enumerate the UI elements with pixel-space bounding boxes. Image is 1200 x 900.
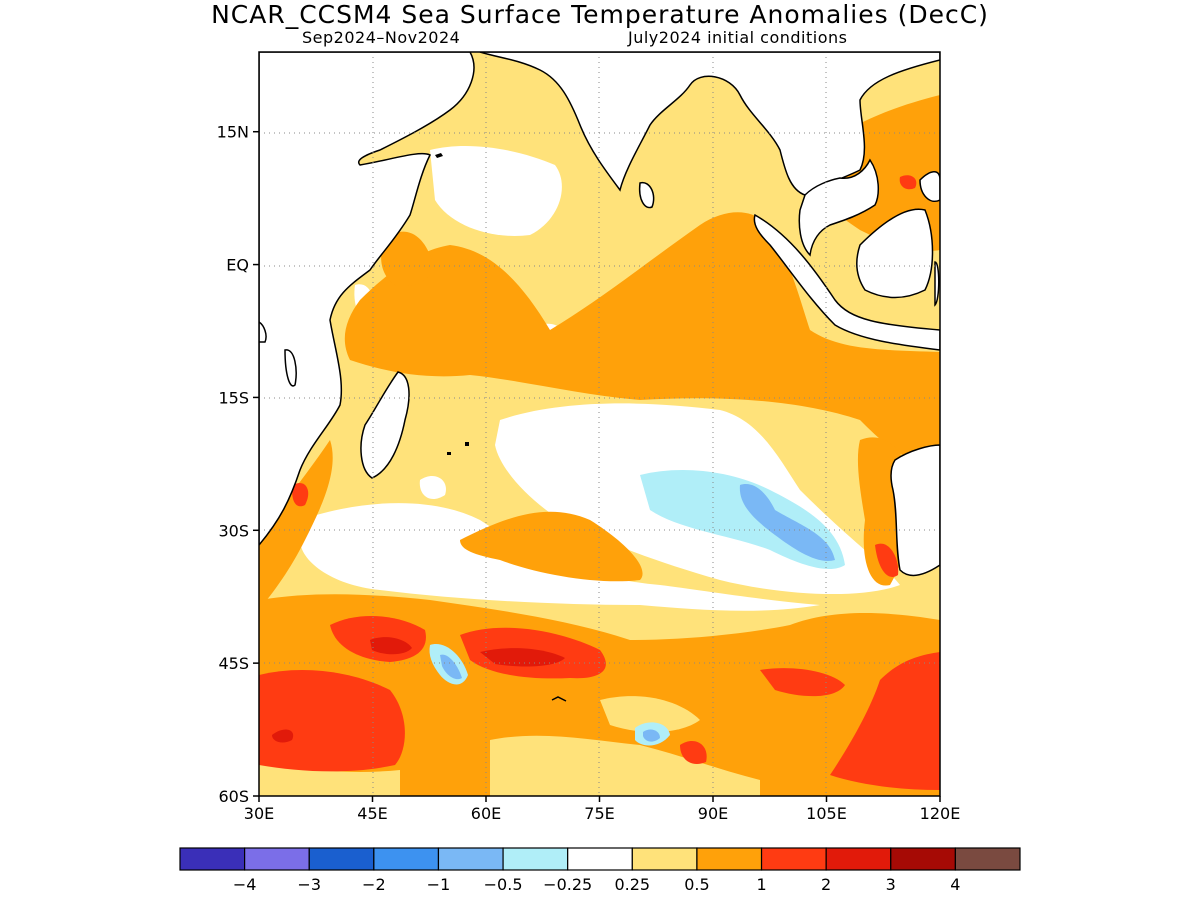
colorbar-swatch xyxy=(502,847,569,871)
lon-tick-label: 60E xyxy=(471,804,501,823)
colorbar-swatch xyxy=(373,847,440,871)
initial-conditions-subtitle: July2024 initial conditions xyxy=(628,28,848,47)
colorbar-swatch xyxy=(696,847,763,871)
orange-band-southern xyxy=(259,594,940,796)
lat-tick-label: 15S xyxy=(218,388,249,407)
lat-tick-label: 15N xyxy=(217,123,249,142)
land-indochina xyxy=(798,158,880,257)
colorbar-swatch xyxy=(437,847,504,871)
colorbar-label: 4 xyxy=(950,875,960,894)
lat-tick-label: 45S xyxy=(218,654,249,673)
colorbar-label: −2 xyxy=(362,875,386,894)
white-region-arabian xyxy=(430,145,562,236)
period-subtitle: Sep2024–Nov2024 xyxy=(302,28,461,47)
land-madagascar xyxy=(360,371,410,479)
lon-tick-label: 30E xyxy=(244,804,274,823)
colorbar-label: 0.25 xyxy=(614,875,650,894)
colorbar-swatch xyxy=(567,847,633,871)
colorbar-label: 3 xyxy=(886,875,896,894)
colorbar-swatch xyxy=(308,847,375,871)
lon-tick-label: 120E xyxy=(920,804,961,823)
colorbar-swatch xyxy=(631,847,698,871)
colorbar-label: −1 xyxy=(427,875,451,894)
colorbar: −4 −3 −2 −1 −0.5 −0.25 0.25 0.5 1 2 3 4 xyxy=(179,847,1021,894)
colorbar-swatch xyxy=(890,847,956,871)
lat-tick-label: EQ xyxy=(226,256,249,275)
red-region-sw xyxy=(259,670,405,772)
land-australia xyxy=(890,444,940,577)
colorbar-swatch xyxy=(760,847,827,871)
colorbar-label: 0.5 xyxy=(684,875,709,894)
colorbar-label: −0.25 xyxy=(543,875,592,894)
land-borneo xyxy=(855,208,934,299)
longitude-axis: 30E 45E 60E 75E 90E 105E 120E xyxy=(244,796,961,823)
lon-tick-label: 45E xyxy=(357,804,387,823)
colorbar-label: 1 xyxy=(756,875,766,894)
lon-tick-label: 90E xyxy=(698,804,728,823)
orange-band-equatorial xyxy=(344,212,940,470)
anomaly-field xyxy=(259,52,940,796)
land-sri-lanka xyxy=(638,181,655,209)
land-africa-arabia xyxy=(259,52,940,547)
colorbar-label: −0.5 xyxy=(484,875,523,894)
lon-tick-label: 75E xyxy=(584,804,614,823)
colorbar-label: −4 xyxy=(233,875,257,894)
colorbar-swatch xyxy=(954,847,1021,871)
colorbar-label: −3 xyxy=(297,875,321,894)
cool-region-medium xyxy=(739,484,835,561)
red-region-se xyxy=(830,652,940,790)
latitude-axis: 15N EQ 15S 30S 45S 60S xyxy=(217,123,259,806)
orange-region-central-south xyxy=(460,511,643,582)
lat-tick-label: 60S xyxy=(218,787,249,806)
orange-region-arabian-sea xyxy=(381,231,433,286)
orange-band-africa-coast xyxy=(259,440,333,610)
colorbar-swatch xyxy=(825,847,892,871)
map-gridlines xyxy=(259,52,940,796)
colorbar-swatch xyxy=(244,847,310,871)
map-title: NCAR_CCSM4 Sea Surface Temperature Anoma… xyxy=(211,0,989,29)
colorbar-swatch xyxy=(179,847,246,871)
lat-tick-label: 30S xyxy=(218,521,249,540)
colorbar-label: 2 xyxy=(821,875,831,894)
lon-tick-label: 105E xyxy=(806,804,847,823)
